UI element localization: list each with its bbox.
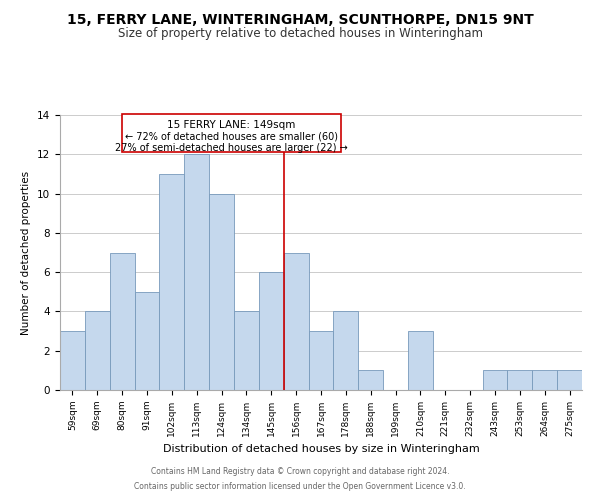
Bar	[160, 174, 184, 390]
Bar	[358, 370, 383, 390]
Text: 15, FERRY LANE, WINTERINGHAM, SCUNTHORPE, DN15 9NT: 15, FERRY LANE, WINTERINGHAM, SCUNTHORPE…	[67, 12, 533, 26]
Bar	[134, 292, 160, 390]
Text: Size of property relative to detached houses in Winteringham: Size of property relative to detached ho…	[118, 28, 482, 40]
Bar	[60, 331, 85, 390]
X-axis label: Distribution of detached houses by size in Winteringham: Distribution of detached houses by size …	[163, 444, 479, 454]
Bar	[408, 331, 433, 390]
Bar	[85, 312, 110, 390]
Bar	[308, 331, 334, 390]
Bar	[284, 252, 308, 390]
Bar	[209, 194, 234, 390]
Text: Contains HM Land Registry data © Crown copyright and database right 2024.: Contains HM Land Registry data © Crown c…	[151, 467, 449, 476]
Text: Contains public sector information licensed under the Open Government Licence v3: Contains public sector information licen…	[134, 482, 466, 491]
Text: 27% of semi-detached houses are larger (22) →: 27% of semi-detached houses are larger (…	[115, 144, 348, 154]
Text: 15 FERRY LANE: 149sqm: 15 FERRY LANE: 149sqm	[167, 120, 296, 130]
Bar	[557, 370, 582, 390]
Bar	[234, 312, 259, 390]
FancyBboxPatch shape	[122, 114, 341, 152]
Text: ← 72% of detached houses are smaller (60): ← 72% of detached houses are smaller (60…	[125, 132, 338, 141]
Bar	[110, 252, 134, 390]
Bar	[259, 272, 284, 390]
Y-axis label: Number of detached properties: Number of detached properties	[22, 170, 31, 334]
Bar	[184, 154, 209, 390]
Bar	[532, 370, 557, 390]
Bar	[482, 370, 508, 390]
Bar	[334, 312, 358, 390]
Bar	[508, 370, 532, 390]
